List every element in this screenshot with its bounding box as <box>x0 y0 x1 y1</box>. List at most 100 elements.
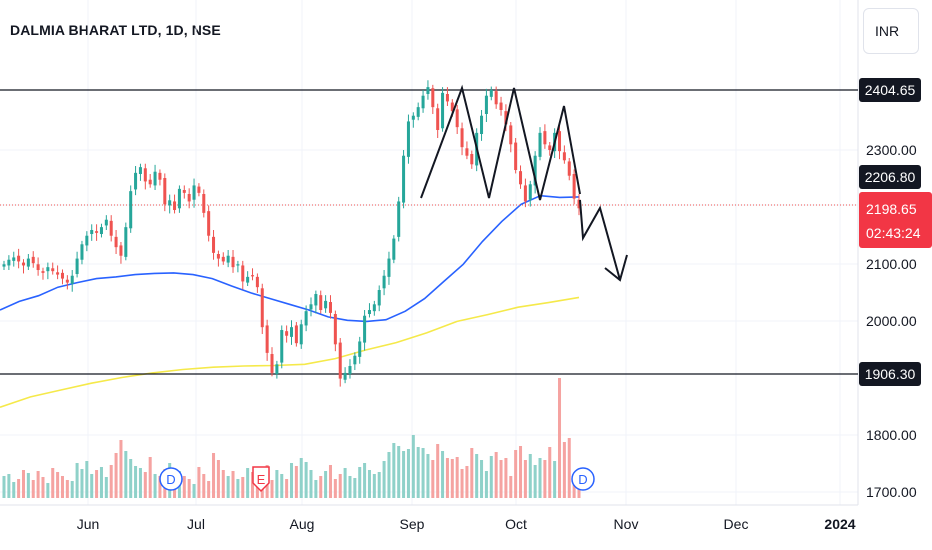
volume-bar <box>21 470 26 498</box>
volume-bar <box>475 454 479 498</box>
candle-body <box>51 268 55 272</box>
pattern-drawing[interactable] <box>420 84 628 282</box>
volume-bar <box>470 448 474 498</box>
candle-body <box>70 275 74 284</box>
candle-body <box>367 310 371 315</box>
volume-bar <box>304 462 308 498</box>
volume-bar <box>514 450 518 498</box>
candle-body <box>577 199 581 209</box>
candle-body <box>158 172 162 180</box>
volume-bar <box>114 453 118 498</box>
forecast-arrow[interactable] <box>579 199 621 281</box>
volume-bar <box>421 448 425 498</box>
volume-bar <box>216 460 220 498</box>
volume-bar <box>75 463 79 498</box>
volume-bar <box>402 451 406 498</box>
double-top-pattern[interactable] <box>420 84 581 201</box>
volume-bars <box>2 378 581 498</box>
candle-body <box>109 220 113 236</box>
volume-bar <box>129 459 133 498</box>
candle-body <box>392 238 396 260</box>
volume-bar <box>202 474 206 498</box>
earnings-marker[interactable] <box>252 466 270 493</box>
candle-body <box>455 109 459 128</box>
candle-body <box>260 288 264 328</box>
volume-bar <box>367 470 371 498</box>
volume-bar <box>192 484 196 498</box>
volume-bar <box>275 470 279 498</box>
volume-bar <box>41 477 45 498</box>
time-tick-label: Dec <box>724 516 749 532</box>
candle-body <box>119 245 123 256</box>
candle-body <box>324 300 328 309</box>
currency-button[interactable]: INR <box>863 8 919 54</box>
volume-bar <box>411 435 415 498</box>
volume-bar <box>548 447 552 498</box>
volume-bar <box>499 460 503 498</box>
volume-bar <box>246 468 250 498</box>
volume-bar <box>333 479 337 498</box>
dividend-marker[interactable] <box>571 467 595 491</box>
candle-body <box>7 259 11 266</box>
volume-bar <box>397 446 401 498</box>
candle-body <box>104 219 108 226</box>
volume-bar <box>489 456 493 498</box>
candle-body <box>353 355 357 365</box>
volume-bar <box>197 467 201 498</box>
price-tick-label: 1800.00 <box>866 427 917 443</box>
time-axis[interactable]: Jun Jul Aug Sep Oct Nov Dec 2024 <box>77 516 856 532</box>
candle-body <box>519 171 523 185</box>
volume-bar <box>46 483 50 498</box>
volume-bar <box>406 449 410 498</box>
volume-bar <box>523 460 527 498</box>
volume-bar <box>85 461 89 498</box>
volume-bar <box>431 460 435 498</box>
volume-bar <box>2 476 6 498</box>
time-tick-label: Sep <box>400 516 425 532</box>
price-axis[interactable]: 2300.00 2100.00 2000.00 1800.00 1700.00 <box>866 142 917 500</box>
volume-bar <box>363 463 367 498</box>
candle-body <box>499 102 503 110</box>
volume-bar <box>450 459 454 498</box>
candle-body <box>255 276 259 288</box>
volume-bar <box>441 451 445 498</box>
countdown-tag: 02:43:24 <box>866 225 921 241</box>
dividend-marker[interactable] <box>159 467 183 491</box>
volume-bar <box>343 468 347 498</box>
candle-body <box>134 172 138 190</box>
candle-body <box>197 186 201 193</box>
candle-body <box>372 304 376 312</box>
resistance-tag: 2404.65 <box>865 82 916 98</box>
candle-body <box>36 264 40 271</box>
candle-body <box>528 184 532 200</box>
candle-body <box>41 271 45 273</box>
volume-bar <box>285 479 289 498</box>
candle-body <box>17 255 21 262</box>
volume-bar <box>60 476 64 498</box>
candle-body <box>285 331 289 336</box>
candle-body <box>562 152 566 161</box>
volume-bar <box>109 465 113 498</box>
volume-bar <box>138 468 142 498</box>
candle-body <box>31 256 35 264</box>
candle-body <box>75 258 79 275</box>
candle-body <box>402 155 406 203</box>
volume-bar <box>519 446 523 498</box>
volume-bar <box>143 472 147 498</box>
event-label: D <box>166 472 175 487</box>
volume-bar <box>56 472 60 498</box>
volume-bar <box>328 465 332 498</box>
grid-lines <box>0 0 859 506</box>
time-tick-label: Nov <box>614 516 639 532</box>
candle-body <box>60 272 64 279</box>
price-tick-label: 2300.00 <box>866 142 917 158</box>
candle-body <box>411 115 415 120</box>
volume-bar <box>17 479 21 498</box>
candle-body <box>484 95 488 114</box>
volume-bar <box>382 461 386 498</box>
volume-bar <box>309 470 313 498</box>
candle-body <box>56 272 60 275</box>
candle-body <box>489 89 493 97</box>
